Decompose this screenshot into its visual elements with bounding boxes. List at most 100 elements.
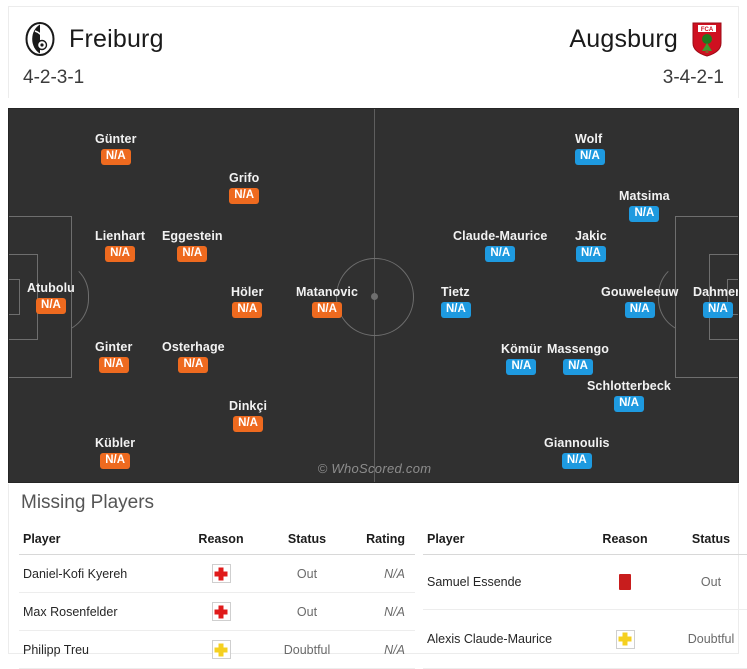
player-rating-badge: N/A bbox=[563, 359, 593, 375]
player-rating-badge: N/A bbox=[575, 149, 605, 165]
player-rating-badge: N/A bbox=[105, 246, 135, 262]
player-name: Matsima bbox=[619, 189, 670, 203]
player-name: Massengo bbox=[547, 342, 609, 356]
player-marker[interactable]: Wolf N/A bbox=[575, 132, 605, 165]
player-rating-row: N/A bbox=[587, 393, 671, 412]
player-marker[interactable]: Giannoulis N/A bbox=[544, 436, 610, 469]
player-name: Tietz bbox=[441, 285, 470, 299]
player-marker[interactable]: Gouweleeuw N/A bbox=[601, 285, 678, 318]
player-rating-row: N/A bbox=[27, 295, 75, 314]
player-name: Ginter bbox=[95, 340, 133, 354]
player-rating-row: N/A bbox=[95, 450, 135, 469]
player-rating-badge: N/A bbox=[703, 302, 733, 318]
player-rating-badge: N/A bbox=[624, 302, 655, 318]
missing-player-name: Alexis Claude-Maurice bbox=[423, 609, 581, 669]
player-marker[interactable]: Osterhage N/A bbox=[162, 340, 225, 373]
pitch: Atubolu N/A Günter N/A Lienhart N/A Ginter N/A K… bbox=[8, 108, 739, 483]
player-marker[interactable]: Claude-Maurice N/A bbox=[453, 229, 547, 262]
injury-red-cross-icon bbox=[211, 564, 231, 583]
player-rating-row: N/A bbox=[544, 450, 610, 469]
player-rating-row: N/A bbox=[501, 356, 542, 375]
player-rating-row: N/A bbox=[619, 203, 670, 222]
player-marker[interactable]: Matanovic N/A bbox=[296, 285, 358, 318]
player-marker[interactable]: Kübler N/A bbox=[95, 436, 135, 469]
player-rating-badge: N/A bbox=[100, 453, 130, 469]
player-rating-badge: N/A bbox=[561, 453, 592, 469]
missing-player-rating: N/A bbox=[349, 554, 415, 593]
missing-player-name: Max Rosenfelder bbox=[19, 592, 177, 631]
home-team-block[interactable]: Freiburg bbox=[23, 21, 164, 57]
table-row[interactable]: Alexis Claude-MauriceDoubtfulN/A bbox=[423, 609, 747, 669]
col-status: Status bbox=[669, 526, 747, 555]
svg-text:FCA: FCA bbox=[701, 27, 714, 33]
player-marker[interactable]: Grifo N/A bbox=[229, 171, 259, 204]
table-row[interactable]: Samuel EssendeOutN/A bbox=[423, 554, 747, 611]
away-team-name: Augsburg bbox=[569, 24, 678, 53]
right-penalty-arc bbox=[658, 261, 692, 333]
player-name: Eggestein bbox=[162, 229, 223, 243]
missing-player-rating: N/A bbox=[349, 630, 415, 669]
player-rating-row: N/A bbox=[441, 299, 471, 318]
missing-player-reason bbox=[177, 554, 265, 593]
away-team-block[interactable]: Augsburg FCA bbox=[569, 21, 724, 57]
freiburg-crest bbox=[23, 21, 57, 57]
missing-player-reason bbox=[581, 554, 669, 611]
player-marker[interactable]: Massengo N/A bbox=[547, 342, 609, 375]
table-row[interactable]: Philipp Treu Doubtful N/A bbox=[19, 630, 415, 669]
player-marker[interactable]: Tietz N/A bbox=[441, 285, 471, 318]
player-name: Schlotterbeck bbox=[587, 379, 671, 393]
player-marker[interactable]: Lienhart N/A bbox=[95, 229, 145, 262]
center-circle bbox=[336, 258, 414, 336]
missing-players-tables: Player Reason Status Rating Daniel-Kofi … bbox=[9, 526, 747, 669]
player-rating-row: N/A bbox=[575, 243, 607, 262]
table-row[interactable]: Daniel-Kofi Kyereh Out N/A bbox=[19, 554, 415, 593]
player-marker[interactable]: Höler N/A bbox=[231, 285, 263, 318]
missing-player-status: Out bbox=[265, 592, 349, 631]
player-rating-badge: N/A bbox=[441, 302, 471, 318]
player-name: Atubolu bbox=[27, 281, 75, 295]
player-marker[interactable]: Ginter N/A bbox=[95, 340, 132, 373]
player-rating-badge: N/A bbox=[232, 302, 263, 318]
col-status: Status bbox=[265, 526, 349, 555]
player-rating-badge: N/A bbox=[614, 396, 644, 412]
table-header-row: Player Reason Status Rating bbox=[19, 526, 415, 555]
table-row[interactable]: Max Rosenfelder Out N/A bbox=[19, 592, 415, 631]
player-marker[interactable]: Dahmen N/A bbox=[693, 285, 738, 318]
doubtful-yellow-cross-icon bbox=[615, 629, 635, 649]
player-marker[interactable]: Schlotterbeck N/A bbox=[587, 379, 671, 412]
player-rating-row: N/A bbox=[229, 413, 267, 432]
player-rating-badge: N/A bbox=[506, 359, 537, 375]
player-rating-badge: N/A bbox=[485, 246, 516, 262]
player-rating-badge: N/A bbox=[575, 246, 606, 262]
missing-player-status: Doubtful bbox=[265, 630, 349, 669]
col-rating: Rating bbox=[349, 526, 415, 555]
col-reason: Reason bbox=[177, 526, 265, 555]
player-marker[interactable]: Dinkçi N/A bbox=[229, 399, 267, 432]
player-name: Grifo bbox=[229, 171, 260, 185]
augsburg-crest: FCA bbox=[690, 21, 724, 57]
right-six-yard-box bbox=[709, 254, 738, 340]
player-name: Claude-Maurice bbox=[453, 229, 548, 243]
player-name: Matanovic bbox=[296, 285, 359, 299]
player-rating-badge: N/A bbox=[177, 246, 208, 262]
home-missing-table: Player Reason Status Rating Daniel-Kofi … bbox=[19, 526, 415, 669]
player-name: Lienhart bbox=[95, 229, 146, 243]
missing-players-title: Missing Players bbox=[21, 492, 155, 513]
player-marker[interactable]: Atubolu N/A bbox=[27, 281, 75, 314]
player-name: Günter bbox=[95, 132, 137, 146]
player-marker[interactable]: Jakic N/A bbox=[575, 229, 607, 262]
player-rating-badge: N/A bbox=[178, 357, 209, 373]
player-name: Osterhage bbox=[162, 340, 225, 354]
player-rating-badge: N/A bbox=[229, 188, 260, 204]
missing-player-reason bbox=[177, 592, 265, 631]
player-name: Giannoulis bbox=[544, 436, 610, 450]
player-rating-badge: N/A bbox=[233, 416, 263, 432]
player-rating-badge: N/A bbox=[98, 357, 129, 373]
player-marker[interactable]: Matsima N/A bbox=[619, 189, 670, 222]
player-name: Kömür bbox=[501, 342, 542, 356]
player-marker[interactable]: Eggestein N/A bbox=[162, 229, 223, 262]
player-marker[interactable]: Günter N/A bbox=[95, 132, 137, 165]
player-rating-row: N/A bbox=[95, 354, 132, 373]
player-marker[interactable]: Kömür N/A bbox=[501, 342, 542, 375]
